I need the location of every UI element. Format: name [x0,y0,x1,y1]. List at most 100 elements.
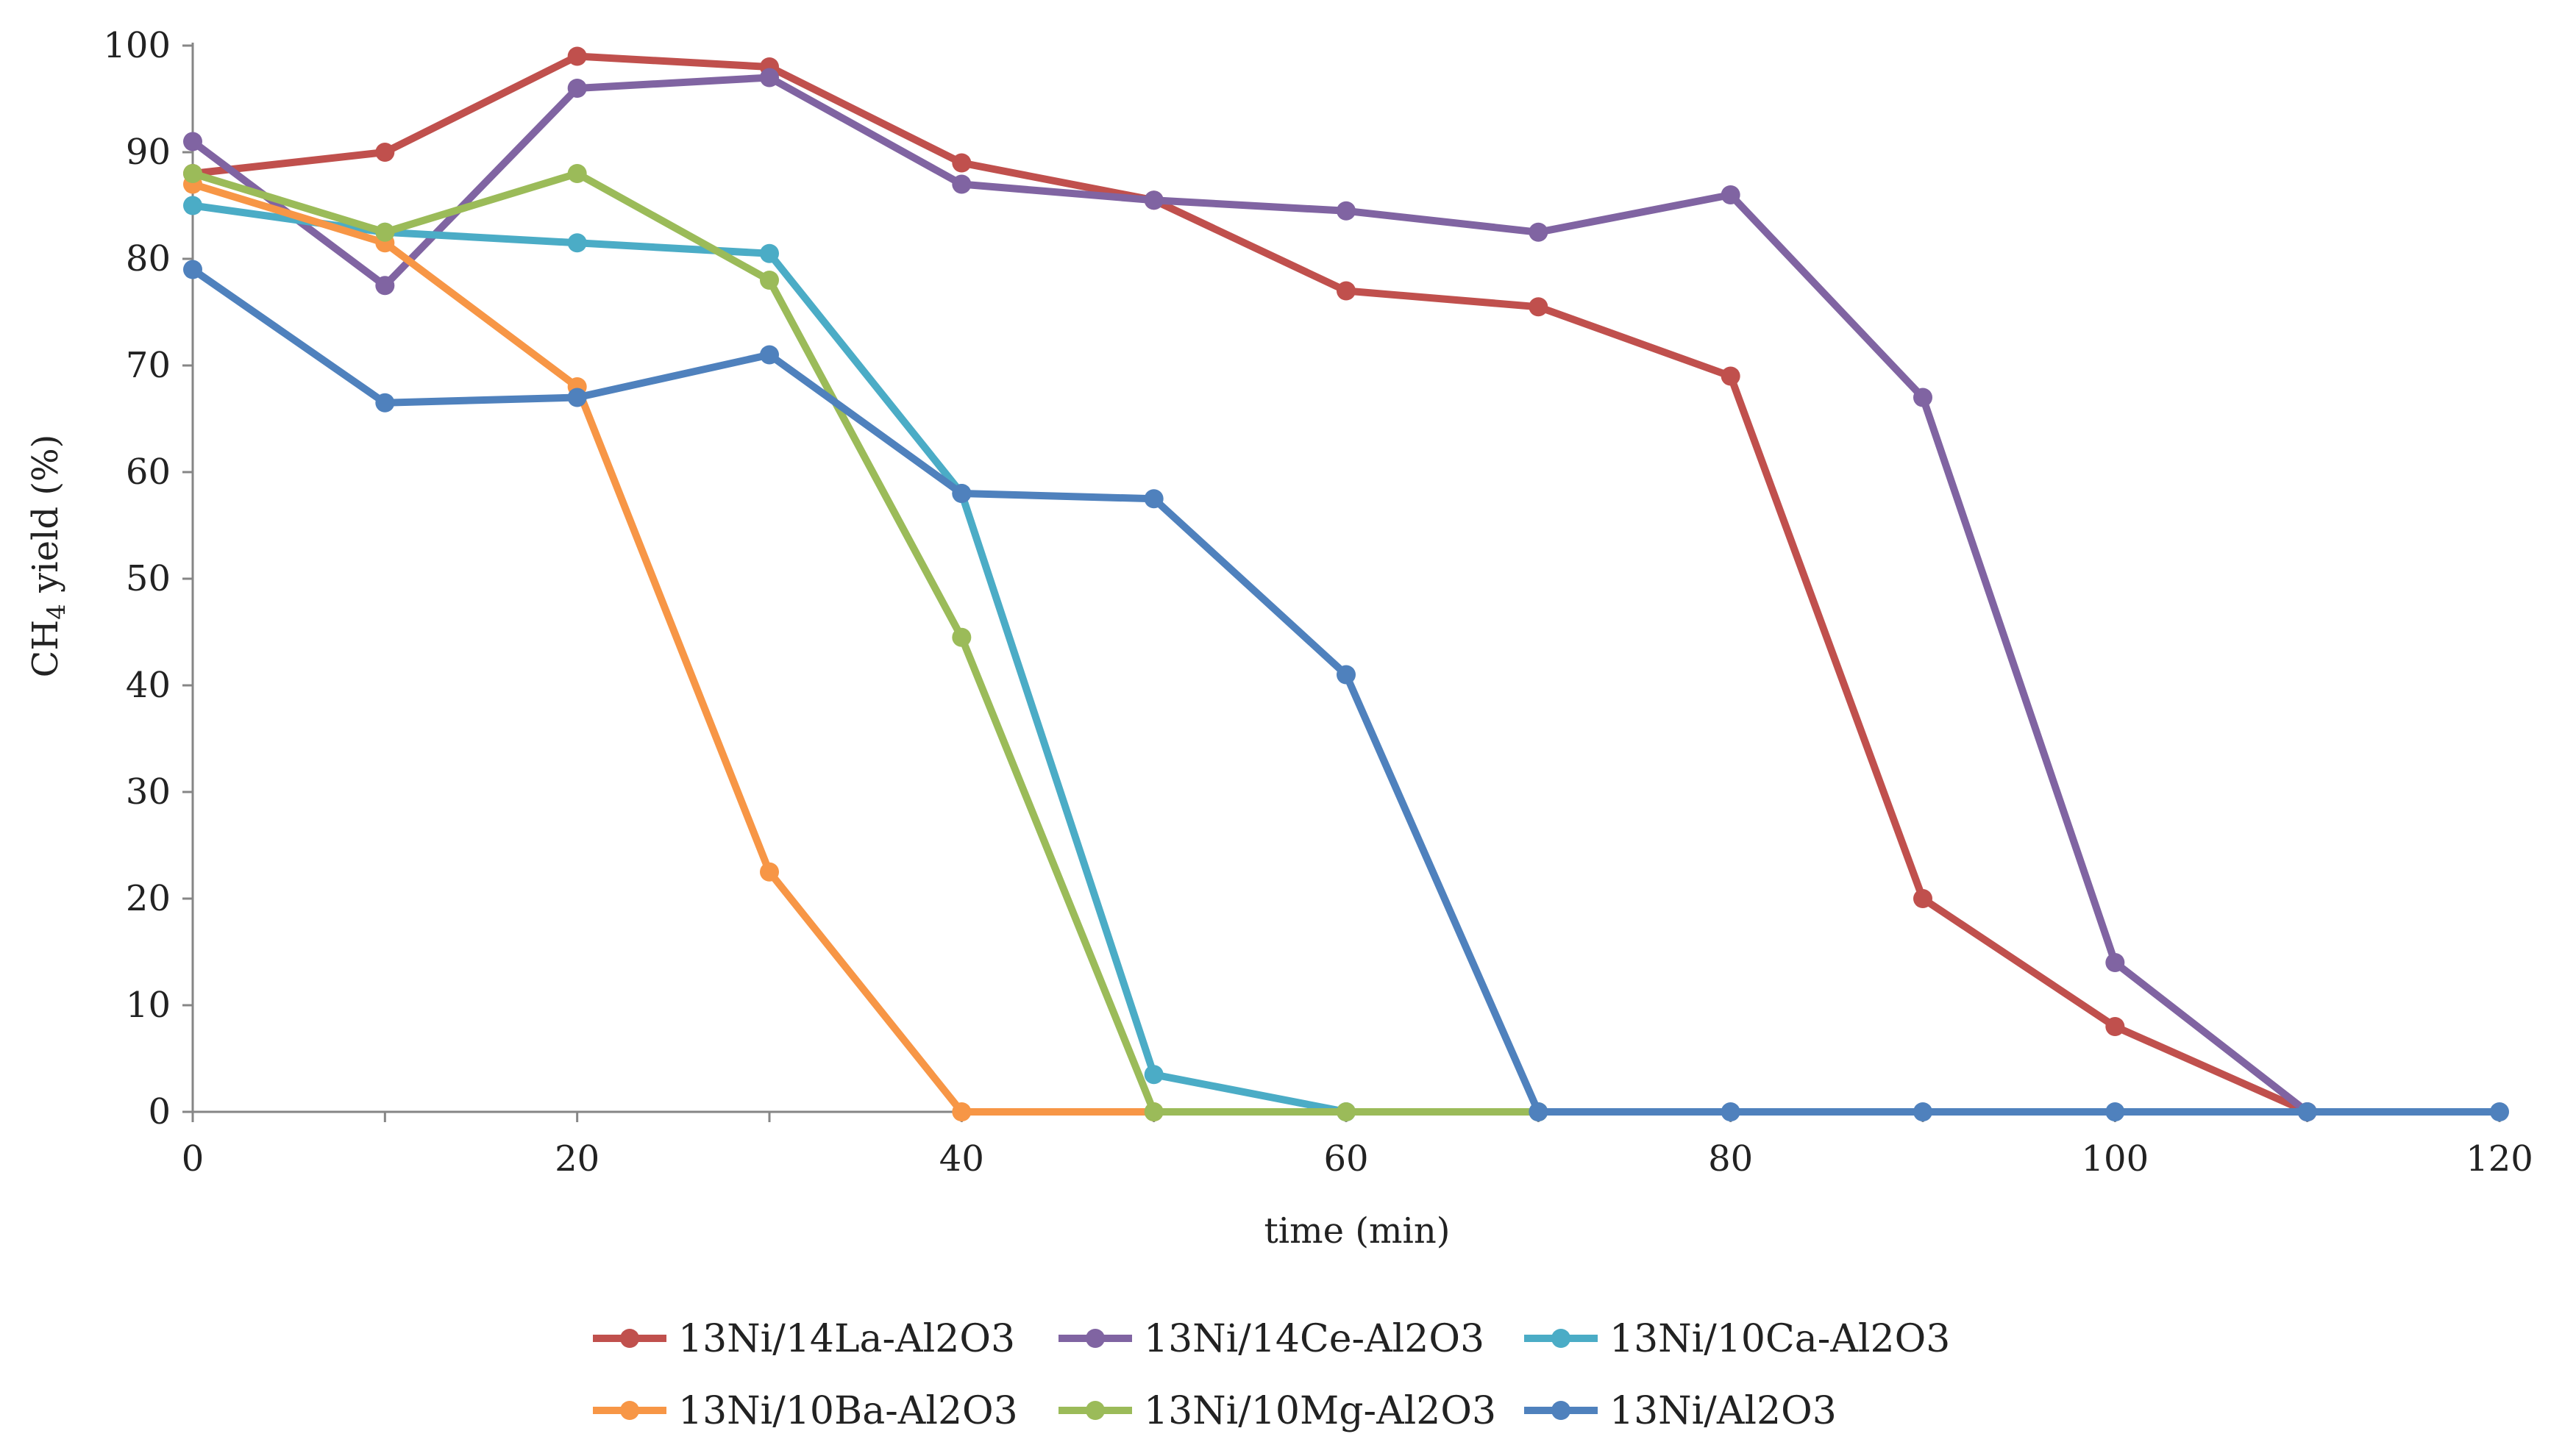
y-tick-label: 40 [126,665,171,706]
data-point [1337,281,1356,301]
data-point [375,276,395,296]
y-tick-label: 30 [126,771,171,813]
legend: 13Ni/14La-Al2O3 13Ni/14Ce-Al2O3 13Ni/10Ca-… [593,1317,1950,1433]
x-axis-ticks: 0 20 40 60 80 100 120 [182,1112,2533,1180]
data-point [1144,1102,1164,1121]
data-point [1721,1102,1740,1121]
data-point [567,164,587,183]
data-point [760,68,779,88]
data-point [567,233,587,253]
legend-marker [1551,1401,1570,1420]
y-tick-label: 10 [126,985,171,1026]
series-2 [183,68,2317,1121]
data-point [952,1102,972,1121]
data-point [760,243,779,263]
y-axis-title-sub: 4 [42,604,71,620]
data-point [760,345,779,365]
legend-label: 13Ni/10Ca-Al2O3 [1609,1317,1950,1361]
y-axis-ticks: 0 10 20 30 40 50 60 70 80 90 100 [103,25,193,1132]
data-point [1913,388,1932,407]
legend-label: 13Ni/Al2O3 [1609,1389,1837,1433]
data-point [2105,953,2125,972]
data-point [183,196,202,215]
y-tick-label: 80 [126,238,171,279]
y-tick-label: 90 [126,132,171,173]
series-line [189,201,1350,1116]
series-line [189,52,2311,1116]
x-tick-label: 60 [1323,1138,1368,1180]
data-point [1144,190,1164,210]
y-axis-title-main: CH [25,620,66,678]
data-point [183,164,202,183]
data-point [375,393,395,413]
legend-label: 13Ni/10Mg-Al2O3 [1144,1389,1496,1433]
data-point [2297,1102,2317,1121]
legend-label: 13Ni/14Ce-Al2O3 [1144,1317,1484,1361]
data-point [1913,889,1932,908]
series-layer [183,46,2509,1121]
legend-marker [1086,1401,1105,1420]
data-point [567,388,587,407]
data-point [2105,1102,2125,1121]
y-tick-label: 50 [126,558,171,599]
data-point [183,132,202,151]
series-line [189,170,1543,1116]
data-point [2490,1102,2509,1121]
x-tick-label: 20 [555,1138,599,1180]
data-point [1337,1102,1356,1121]
legend-marker [1086,1329,1105,1348]
data-point [1529,1102,1548,1121]
data-point [1529,297,1548,317]
legend-label: 13Ni/10Ba-Al2O3 [678,1389,1018,1433]
x-axis-title: time (min) [1264,1210,1450,1252]
legend-marker [1551,1329,1570,1348]
x-tick-label: 100 [2082,1138,2149,1180]
data-point [952,627,972,647]
data-point [760,862,779,882]
x-tick-label: 80 [1708,1138,1753,1180]
data-point [1913,1102,1932,1121]
y-tick-label: 20 [126,878,171,919]
data-point [952,153,972,173]
x-tick-label: 120 [2466,1138,2533,1180]
y-tick-label: 100 [103,25,171,66]
y-axis-title: CH4 yield (%) [25,435,71,678]
data-point [1337,201,1356,221]
legend-item: 13Ni/10Ca-Al2O3 [1524,1317,1950,1361]
legend-marker [620,1401,639,1420]
data-point [952,484,972,503]
data-point [2105,1017,2125,1036]
series-line [189,74,2311,1116]
legend-item: 13Ni/10Mg-Al2O3 [1059,1389,1496,1433]
data-point [952,174,972,194]
legend-item: 13Ni/14La-Al2O3 [593,1317,1015,1361]
y-tick-label: 0 [148,1091,171,1132]
data-point [760,271,779,290]
data-point [375,143,395,162]
legend-marker [620,1329,639,1348]
y-tick-label: 70 [126,345,171,386]
data-point [183,260,202,279]
data-point [567,79,587,98]
data-point [567,46,587,66]
series-line [189,265,2503,1116]
data-point [375,222,395,242]
legend-label: 13Ni/14La-Al2O3 [678,1317,1015,1361]
data-point [1721,366,1740,386]
series-3 [183,196,1356,1121]
y-axis-title-rest: yield (%) [25,435,66,604]
data-point [1529,222,1548,242]
series-line [189,180,1158,1116]
x-tick-label: 0 [182,1138,204,1180]
data-point [1144,489,1164,509]
series-5 [183,164,1548,1121]
data-point [1721,185,1740,204]
data-point [1144,1065,1164,1085]
legend-item: 13Ni/Al2O3 [1524,1389,1837,1433]
legend-item: 13Ni/14Ce-Al2O3 [1059,1317,1484,1361]
legend-item: 13Ni/10Ba-Al2O3 [593,1389,1018,1433]
data-point [1337,665,1356,685]
series-6 [183,260,2509,1121]
x-tick-label: 40 [939,1138,984,1180]
